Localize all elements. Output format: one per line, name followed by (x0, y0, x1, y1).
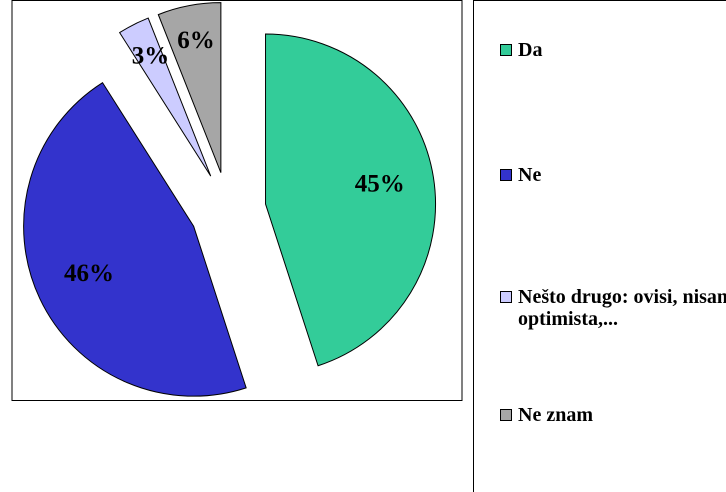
legend-entry: Nešto drugo: ovisi, nisam optimista,... (498, 286, 726, 330)
legend-label: Da (518, 39, 543, 61)
data-label: 46% (64, 260, 114, 287)
legend-swatch (500, 169, 512, 181)
legend-swatch (500, 409, 512, 421)
pie-slice (118, 17, 212, 177)
legend-swatch (500, 291, 512, 303)
legend-entry: Ne (498, 164, 726, 186)
chart: 45% 46% 3% 6% (11, 0, 463, 401)
data-label: 45% (355, 171, 405, 198)
pie-slice (23, 81, 247, 397)
pie-slice (157, 2, 222, 173)
legend-entry: Ne znam (498, 404, 726, 426)
data-label: 3% (132, 43, 170, 70)
legend-label: Ne (518, 164, 542, 186)
data-label: 6% (177, 27, 215, 54)
legend-label: Ne znam (518, 404, 593, 426)
legend-label: Nešto drugo: ovisi, nisam optimista,... (518, 286, 726, 330)
legend-entry: Da (498, 39, 726, 61)
pie-slice (265, 33, 437, 367)
legend: Da Ne Nešto drugo: ovisi, nisam optimista,… (473, 0, 726, 492)
legend-swatch (500, 44, 512, 56)
